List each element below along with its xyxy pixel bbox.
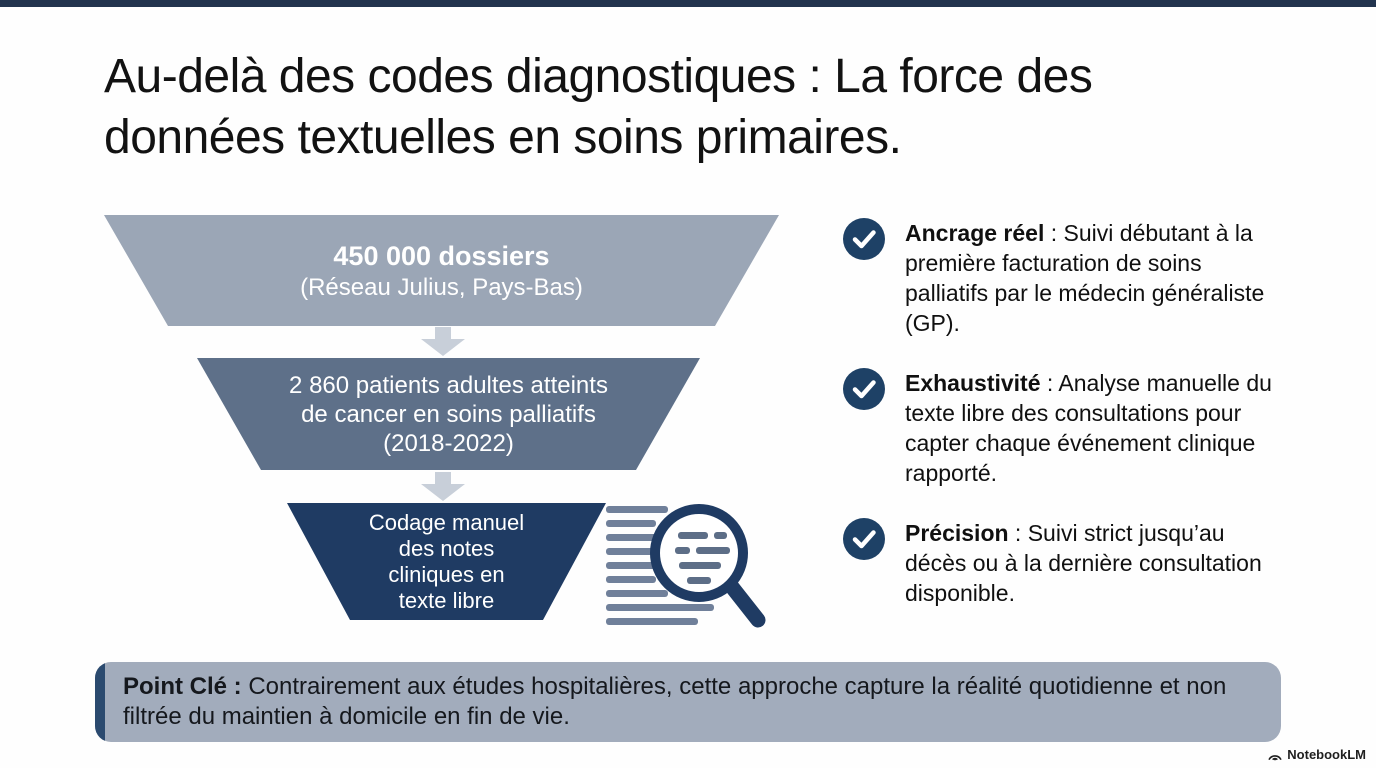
key-point-callout: Point Clé : Contrairement aux études hos… (95, 662, 1281, 742)
bullet-text: Exhaustivité : Analyse manuelle du texte… (905, 368, 1288, 488)
bullet-text: Ancrage réel : Suivi débutant à la premi… (905, 218, 1288, 338)
funnel-level-2-line: 2 860 patients adultes atteints (289, 371, 608, 399)
funnel-level-3: Codage manuel des notes cliniques en tex… (287, 503, 606, 620)
funnel-level-3-line: texte libre (398, 587, 495, 613)
page-title: Au-delà des codes diagnostiques : La for… (104, 50, 1093, 164)
funnel-level-3-line: Codage manuel (368, 509, 525, 535)
checkmark-icon (843, 368, 885, 410)
bullet-body: : Suivi strict jusqu’au décès ou à la de… (905, 520, 1262, 606)
bullet-text: Précision : Suivi strict jusqu’au décès … (905, 518, 1288, 608)
bullet-precision: Précision : Suivi strict jusqu’au décès … (843, 518, 1288, 608)
bullet-label: Exhaustivité (905, 370, 1041, 396)
notebooklm-label: NotebookLM (1287, 747, 1366, 762)
bullet-body: : Suivi débutant à la première facturati… (905, 220, 1265, 336)
key-point-accent-bar (95, 662, 105, 742)
funnel-level-2-line: (2018-2022) (383, 429, 514, 457)
checkmark-icon (843, 218, 885, 260)
down-arrow-icon (421, 472, 465, 501)
key-point-body: Contrairement aux études hospitalières, … (123, 673, 1227, 730)
funnel-level-1: 450 000 dossiers (Réseau Julius, Pays-Ba… (104, 215, 779, 326)
bullet-exhaustivite: Exhaustivité : Analyse manuelle du texte… (843, 368, 1288, 488)
down-arrow-icon (421, 327, 465, 356)
funnel-level-3-line: des notes (398, 535, 495, 561)
funnel-level-1-heading: 450 000 dossiers (333, 240, 550, 271)
funnel-level-3-line: cliniques en (388, 561, 505, 587)
bullet-label: Précision (905, 520, 1009, 546)
text-analysis-magnifier-icon (598, 500, 770, 638)
key-point-label: Point Clé : (123, 673, 242, 700)
bullet-body: : Analyse manuelle du texte libre des co… (905, 370, 1272, 486)
bullet-label: Ancrage réel (905, 220, 1045, 246)
funnel-level-1-subheading: (Réseau Julius, Pays-Bas) (300, 273, 583, 301)
funnel-level-2: 2 860 patients adultes atteints de cance… (197, 358, 700, 470)
funnel-level-2-line: de cancer en soins palliatifs (301, 400, 596, 428)
notebooklm-brand: NotebookLM (1267, 747, 1366, 762)
bullet-ancrage-reel: Ancrage réel : Suivi débutant à la premi… (843, 218, 1288, 338)
top-accent-bar (0, 0, 1376, 7)
key-point-text: Point Clé : Contrairement aux études hos… (95, 672, 1281, 732)
notebooklm-logo-icon (1268, 754, 1283, 760)
checkmark-icon (843, 518, 885, 560)
